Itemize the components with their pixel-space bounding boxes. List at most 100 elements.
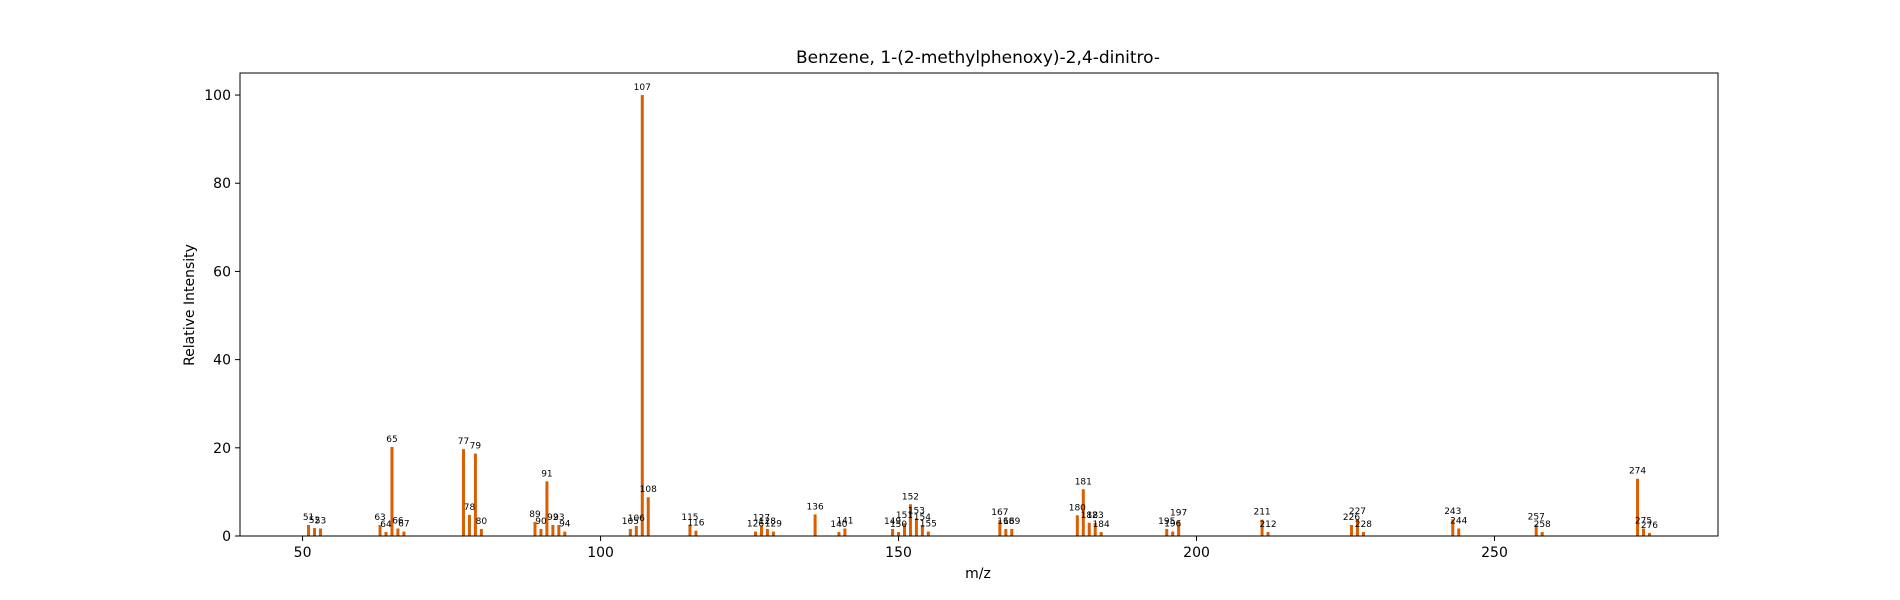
peak-label-226: 226: [1343, 513, 1360, 523]
peak-label-244: 244: [1450, 517, 1467, 527]
peak-bar-196: [1171, 531, 1175, 536]
x-tick-label: 50: [294, 545, 312, 561]
peak-label-274: 274: [1629, 467, 1646, 477]
peak-bar-140: [837, 532, 841, 536]
peak-label-128: 128: [759, 517, 776, 527]
peak-bar-212: [1266, 532, 1270, 536]
peak-label-93: 93: [553, 513, 564, 523]
peak-bar-274: [1636, 478, 1640, 536]
peak-label-243: 243: [1444, 507, 1461, 517]
peak-label-196: 196: [1164, 520, 1181, 530]
x-axis-label: m/z: [965, 566, 991, 582]
peak-label-275: 275: [1635, 517, 1652, 527]
peak-label-150: 150: [890, 520, 907, 530]
peak-label-92: 92: [547, 513, 558, 523]
chart-title: Benzene, 1-(2-methylphenoxy)-2,4-dinitro…: [796, 48, 1160, 68]
peak-label-151: 151: [896, 511, 913, 521]
peak-label-77: 77: [458, 437, 469, 447]
peak-bar-211: [1260, 519, 1264, 536]
peak-label-169: 169: [1003, 517, 1020, 527]
peak-label-89: 89: [529, 510, 541, 520]
peak-label-63: 63: [374, 513, 385, 523]
peak-label-182: 182: [1081, 511, 1098, 521]
peak-bar-168: [1004, 528, 1008, 536]
peak-label-90: 90: [535, 517, 547, 527]
peak-bar-228: [1361, 532, 1365, 536]
peak-bar-149: [891, 528, 895, 536]
peak-label-181: 181: [1075, 477, 1092, 487]
peak-bar-181: [1081, 489, 1085, 536]
peak-label-141: 141: [836, 517, 853, 527]
peak-label-197: 197: [1170, 509, 1187, 519]
peak-bar-115: [688, 524, 692, 536]
peak-label-180: 180: [1069, 503, 1086, 513]
peak-bar-64: [384, 532, 388, 536]
peak-bar-243: [1451, 519, 1455, 536]
peak-label-257: 257: [1528, 513, 1545, 523]
peak-bar-79: [473, 453, 477, 536]
peak-bar-65: [390, 446, 394, 536]
peak-label-116: 116: [687, 519, 704, 529]
peak-label-184: 184: [1093, 520, 1110, 530]
peak-bar-136: [813, 514, 817, 536]
peak-label-149: 149: [884, 517, 901, 527]
peak-label-105: 105: [622, 517, 639, 527]
peak-label-108: 108: [640, 485, 657, 495]
peak-label-115: 115: [681, 513, 698, 523]
y-axis-ticks: 0 20 40 60 80 100: [204, 88, 240, 545]
peak-bar-63: [378, 524, 382, 536]
peak-bar-151: [903, 523, 906, 536]
peak-bar-155: [926, 531, 930, 536]
peak-label-136: 136: [807, 502, 824, 512]
peak-label-276: 276: [1641, 521, 1658, 531]
peak-bar-184: [1099, 532, 1103, 536]
peak-bar-180: [1075, 515, 1079, 536]
peak-label-227: 227: [1349, 507, 1366, 517]
peak-label-79: 79: [470, 442, 482, 452]
peak-bar-197: [1177, 520, 1181, 536]
peak-label-91: 91: [541, 469, 552, 479]
peak-bar-154: [920, 524, 924, 536]
peak-bars: [307, 95, 1651, 537]
x-tick-label: 100: [587, 545, 614, 561]
peak-label-107: 107: [634, 83, 651, 93]
y-tick-label: 40: [213, 353, 231, 369]
peak-bar-52: [313, 528, 316, 536]
peak-bar-105: [628, 528, 632, 536]
peak-bar-77: [461, 449, 465, 536]
peak-bar-66: [396, 528, 400, 536]
peak-label-126: 126: [747, 520, 764, 530]
peak-bar-226: [1349, 524, 1353, 536]
peak-label-106: 106: [628, 514, 645, 524]
peak-bar-91: [545, 481, 549, 536]
x-axis-ticks: 50 100 150 200 250: [294, 536, 1508, 561]
peak-bar-244: [1457, 528, 1461, 536]
peak-bar-258: [1540, 532, 1544, 536]
peak-label-66: 66: [392, 517, 404, 527]
x-tick-label: 150: [885, 545, 912, 561]
peak-bar-167: [998, 520, 1002, 536]
peak-label-167: 167: [991, 508, 1008, 518]
y-tick-label: 100: [204, 88, 231, 104]
peak-label-129: 129: [765, 520, 782, 530]
peak-label-212: 212: [1259, 520, 1276, 530]
peak-bar-51: [307, 524, 311, 536]
y-tick-label: 80: [213, 176, 231, 192]
peak-bar-126: [754, 531, 758, 536]
peak-label-228: 228: [1355, 520, 1372, 530]
peak-bar-93: [557, 524, 561, 536]
x-tick-label: 250: [1481, 545, 1508, 561]
peak-label-211: 211: [1253, 508, 1270, 518]
peak-label-195: 195: [1158, 517, 1175, 527]
peak-bar-128: [765, 528, 769, 536]
peak-bar-89: [533, 521, 537, 536]
peak-bar-195: [1165, 528, 1169, 536]
peak-bar-141: [843, 528, 847, 536]
y-axis-label: Relative Intensity: [182, 244, 198, 366]
peak-label-52: 52: [309, 516, 320, 526]
peak-bar-127: [759, 525, 763, 536]
peak-bar-169: [1010, 528, 1014, 536]
peak-bar-275: [1642, 528, 1645, 536]
